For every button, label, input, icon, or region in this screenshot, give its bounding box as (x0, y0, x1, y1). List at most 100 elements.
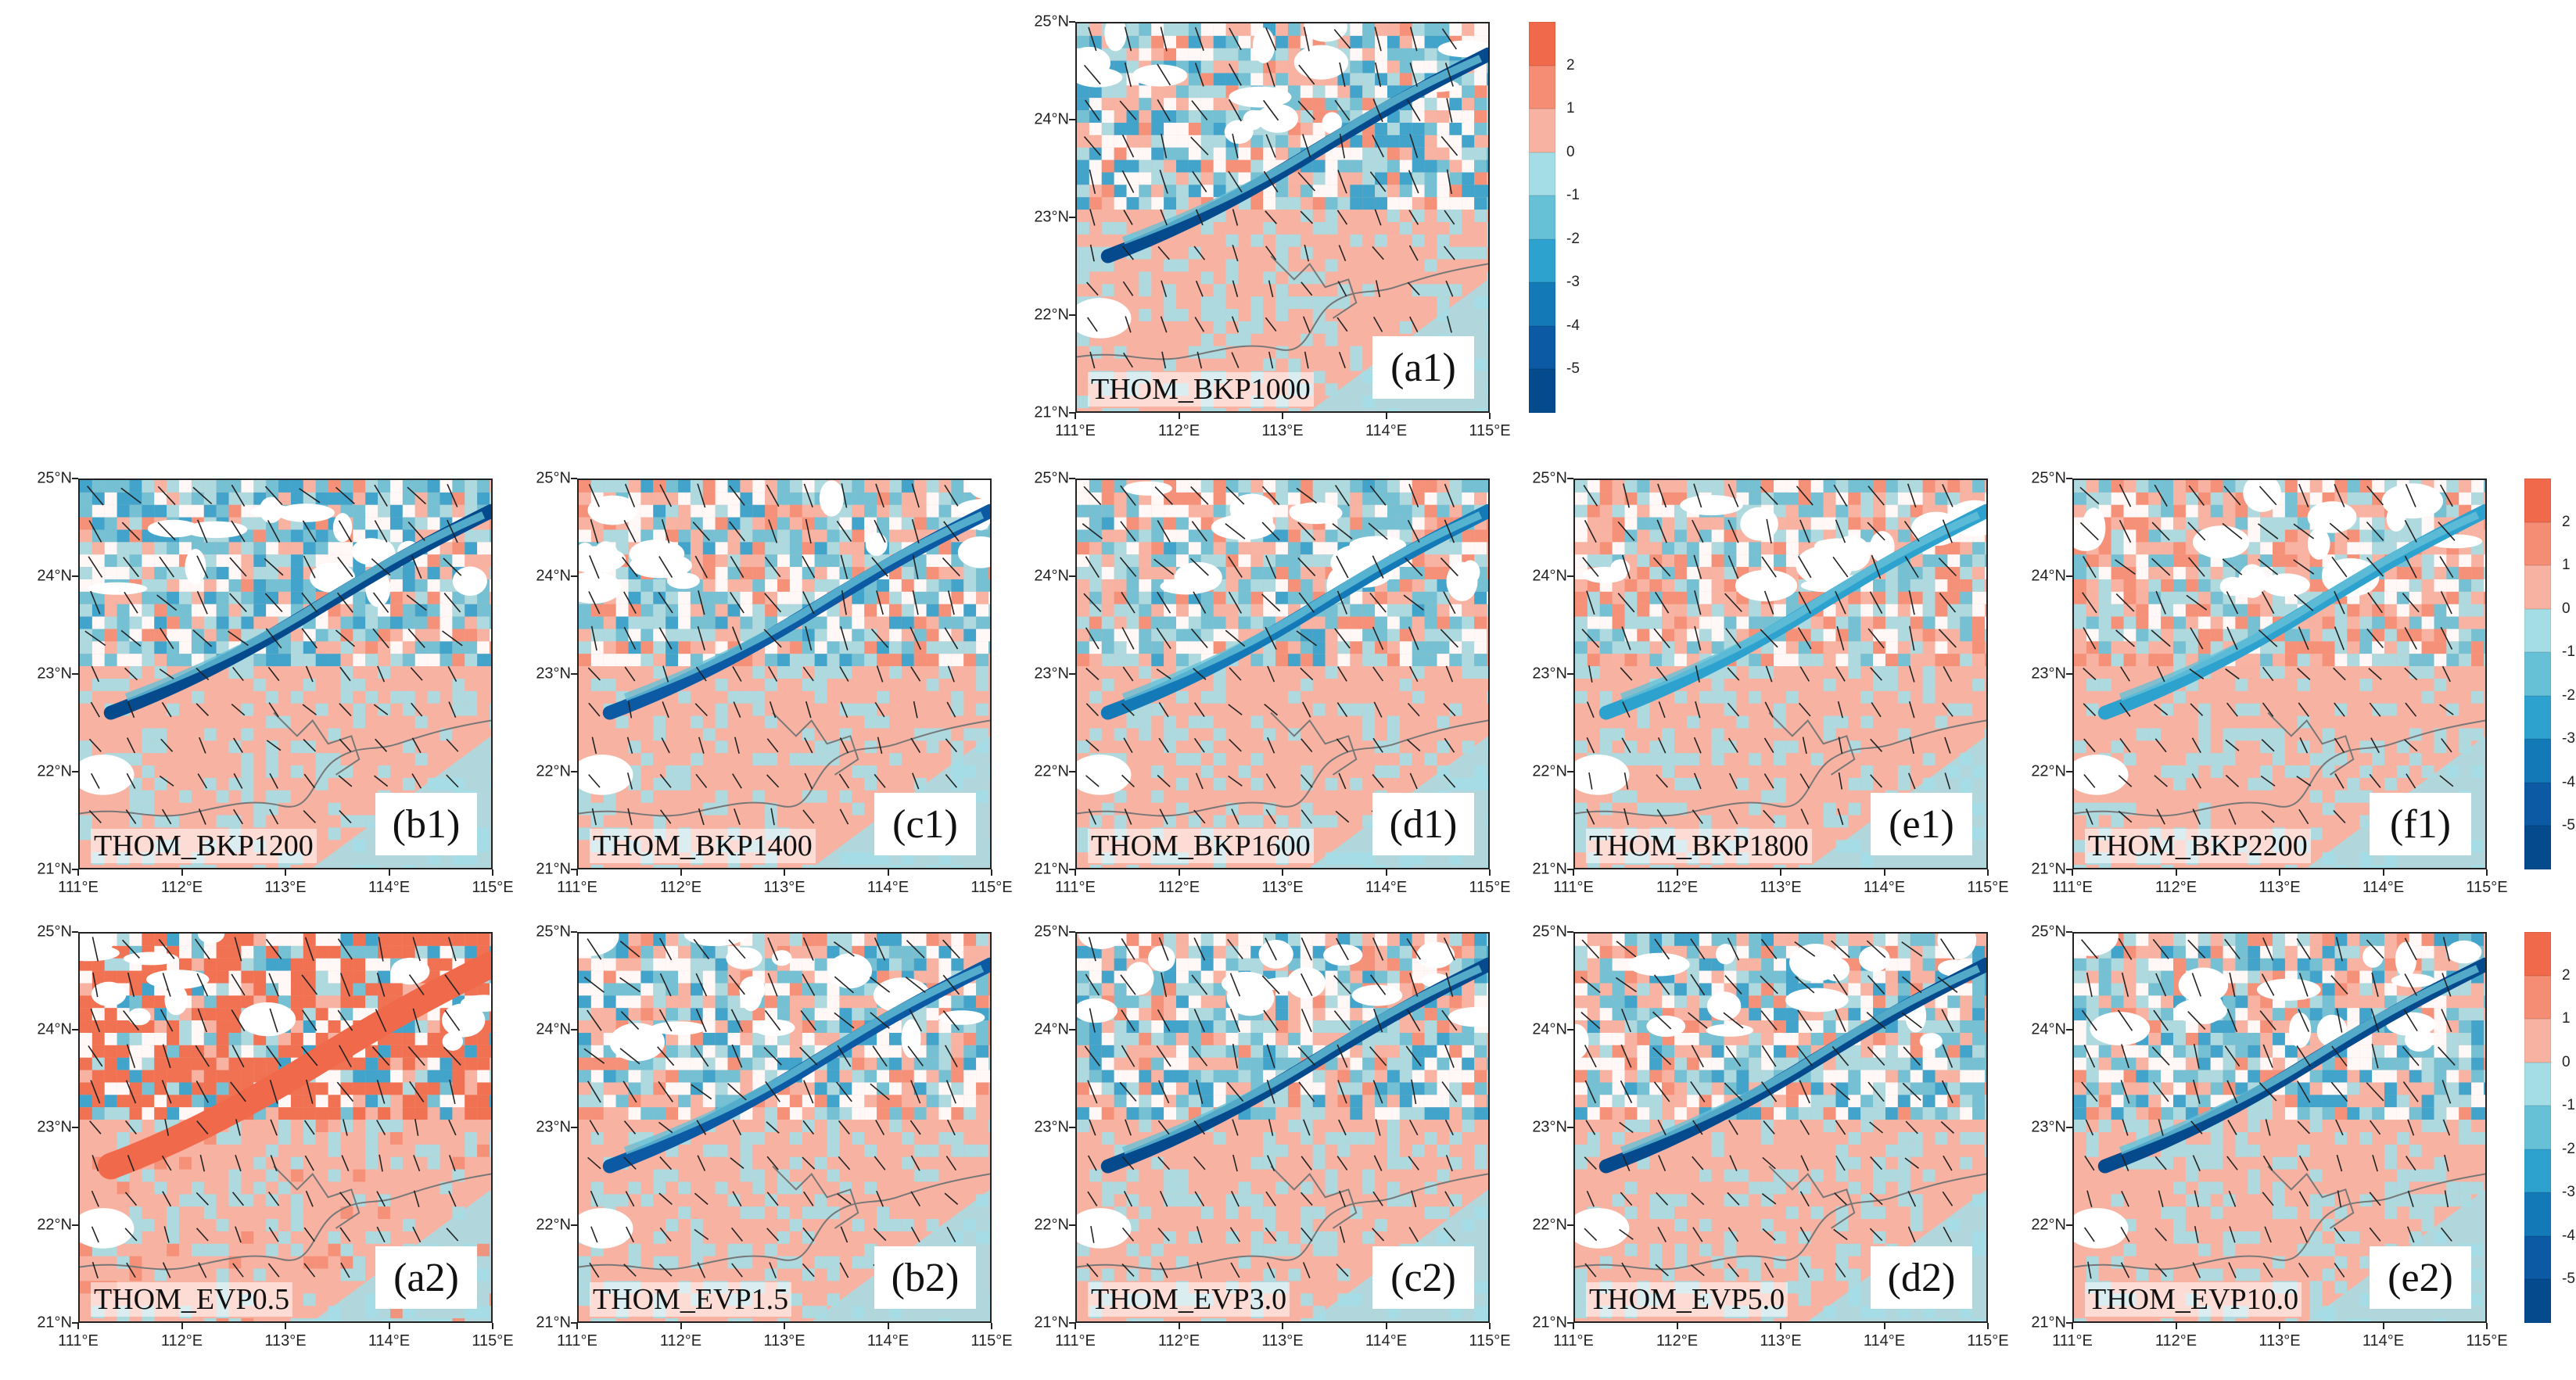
y-tick-label: 25°N (1034, 469, 1069, 487)
y-tick-label: 22°N (1034, 1216, 1069, 1234)
colorbar-label: -3 (1566, 274, 1580, 291)
colorbar-label: -5 (2562, 817, 2575, 834)
y-tick-label: 24°N (37, 567, 72, 585)
x-tick-label: 111°E (58, 879, 99, 896)
x-tick (1676, 869, 1678, 876)
x-tick (1489, 413, 1491, 419)
y-tick-label: 21°N (2031, 860, 2066, 878)
map-frame: (c1) THOM_BKP1400 (577, 479, 992, 869)
x-tick (2382, 1323, 2384, 1329)
x-tick (2382, 869, 2384, 876)
x-tick (285, 869, 286, 876)
panel-b1: (b1) THOM_BKP1200 25°N 24°N 23°N 22°N 21°N 111°… (37, 470, 513, 897)
y-tick-label: 25°N (2031, 923, 2066, 941)
colorbar-segment (1529, 282, 1555, 326)
y-tick (1069, 575, 1075, 577)
panel-tag: (e1) (1871, 793, 1972, 855)
panel-d1: (d1) THOM_BKP1600 25°N 24°N 23°N 22°N 21°N 111°… (1034, 470, 1510, 897)
y-tick-label: 23°N (1034, 208, 1069, 226)
y-tick (2066, 478, 2072, 479)
x-tick (492, 869, 493, 876)
colorbar-segment (2524, 739, 2551, 783)
y-tick-label: 25°N (37, 469, 72, 487)
field-shading (579, 934, 990, 1321)
x-tick (784, 1323, 785, 1329)
x-tick (576, 1323, 578, 1329)
x-tick-label: 115°E (2466, 1332, 2508, 1350)
colorbar-bottom: 2 1 0 -1 -2 -3 -4 -5 (2524, 932, 2576, 1323)
colorbar-top: 2 1 0 -1 -2 -3 -4 -5 (1529, 22, 1763, 413)
colorbar-label: -2 (1566, 230, 1580, 247)
y-tick (72, 771, 78, 772)
x-tick (1178, 869, 1180, 876)
colorbar-segment (2524, 932, 2551, 976)
x-tick-label: 113°E (1261, 1332, 1304, 1350)
y-tick-label: 23°N (37, 1118, 72, 1136)
x-tick-label: 115°E (472, 1332, 514, 1350)
y-tick-label: 24°N (1532, 567, 1567, 585)
experiment-label: THOM_EVP3.0 (1088, 1282, 1290, 1317)
panel-tag: (d2) (1871, 1246, 1972, 1309)
x-tick (680, 869, 682, 876)
colorbar-label: -5 (1566, 360, 1580, 378)
x-tick-label: 115°E (1967, 1332, 2009, 1350)
y-tick-label: 22°N (536, 1216, 571, 1234)
y-tick (1069, 1127, 1075, 1128)
y-tick-label: 21°N (1034, 1314, 1069, 1332)
y-tick (2066, 771, 2072, 772)
y-tick (1069, 217, 1075, 218)
colorbar-segment (1529, 238, 1555, 283)
x-tick (1178, 413, 1180, 419)
x-tick-label: 115°E (1469, 1332, 1511, 1350)
colorbar-segment (1529, 65, 1555, 109)
y-tick (571, 1322, 577, 1324)
y-tick (1567, 478, 1573, 479)
x-tick-label: 112°E (160, 1332, 203, 1350)
colorbar-label: -4 (2562, 773, 2575, 790)
y-tick-label: 23°N (1532, 1118, 1567, 1136)
y-tick (72, 478, 78, 479)
colorbar-label: -3 (2562, 730, 2575, 747)
x-tick (388, 1323, 390, 1329)
x-tick-label: 111°E (557, 879, 597, 896)
y-tick (1567, 771, 1573, 772)
y-tick (571, 869, 577, 870)
y-tick-label: 25°N (536, 923, 571, 941)
x-tick-label: 113°E (763, 879, 805, 896)
x-tick-label: 114°E (2362, 1332, 2405, 1350)
y-tick (2066, 1127, 2072, 1128)
x-tick (2072, 1323, 2073, 1329)
x-tick (1883, 1323, 1885, 1329)
x-tick (1573, 869, 1574, 876)
x-tick (1780, 869, 1781, 876)
x-tick-label: 113°E (264, 1332, 307, 1350)
y-tick (1069, 771, 1075, 772)
x-tick-label: 113°E (1261, 879, 1304, 896)
y-tick (1567, 1029, 1573, 1031)
panel-e2: (e2) THOM_EVP10.0 25°N 24°N 23°N 22°N 21°N 111°… (2031, 923, 2507, 1350)
y-tick (2066, 869, 2072, 870)
x-tick (991, 1323, 992, 1329)
map-frame: (d2) THOM_EVP5.0 (1573, 932, 1988, 1323)
x-tick-label: 112°E (2154, 1332, 2197, 1350)
x-tick-label: 115°E (1967, 879, 2009, 896)
y-tick (1069, 1322, 1075, 1324)
y-tick-label: 22°N (37, 762, 72, 780)
y-tick (2066, 673, 2072, 675)
x-tick-label: 114°E (368, 879, 411, 896)
x-tick-label: 113°E (763, 1332, 805, 1350)
colorbar-segment (2524, 565, 2551, 609)
map-frame: (f1) THOM_BKP2200 (2072, 479, 2487, 869)
x-tick (1489, 1323, 1491, 1329)
x-tick (1178, 1323, 1180, 1329)
x-tick-label: 112°E (1157, 879, 1200, 896)
x-tick (680, 1323, 682, 1329)
y-tick-label: 21°N (2031, 1314, 2066, 1332)
map-frame: (e1) THOM_BKP1800 (1573, 479, 1988, 869)
y-tick (571, 931, 577, 933)
y-tick-label: 22°N (1034, 762, 1069, 780)
experiment-label: THOM_EVP1.5 (590, 1282, 792, 1317)
y-tick-label: 24°N (1034, 1020, 1069, 1038)
x-tick-label: 114°E (866, 879, 909, 896)
colorbar-segment (2524, 782, 2551, 826)
